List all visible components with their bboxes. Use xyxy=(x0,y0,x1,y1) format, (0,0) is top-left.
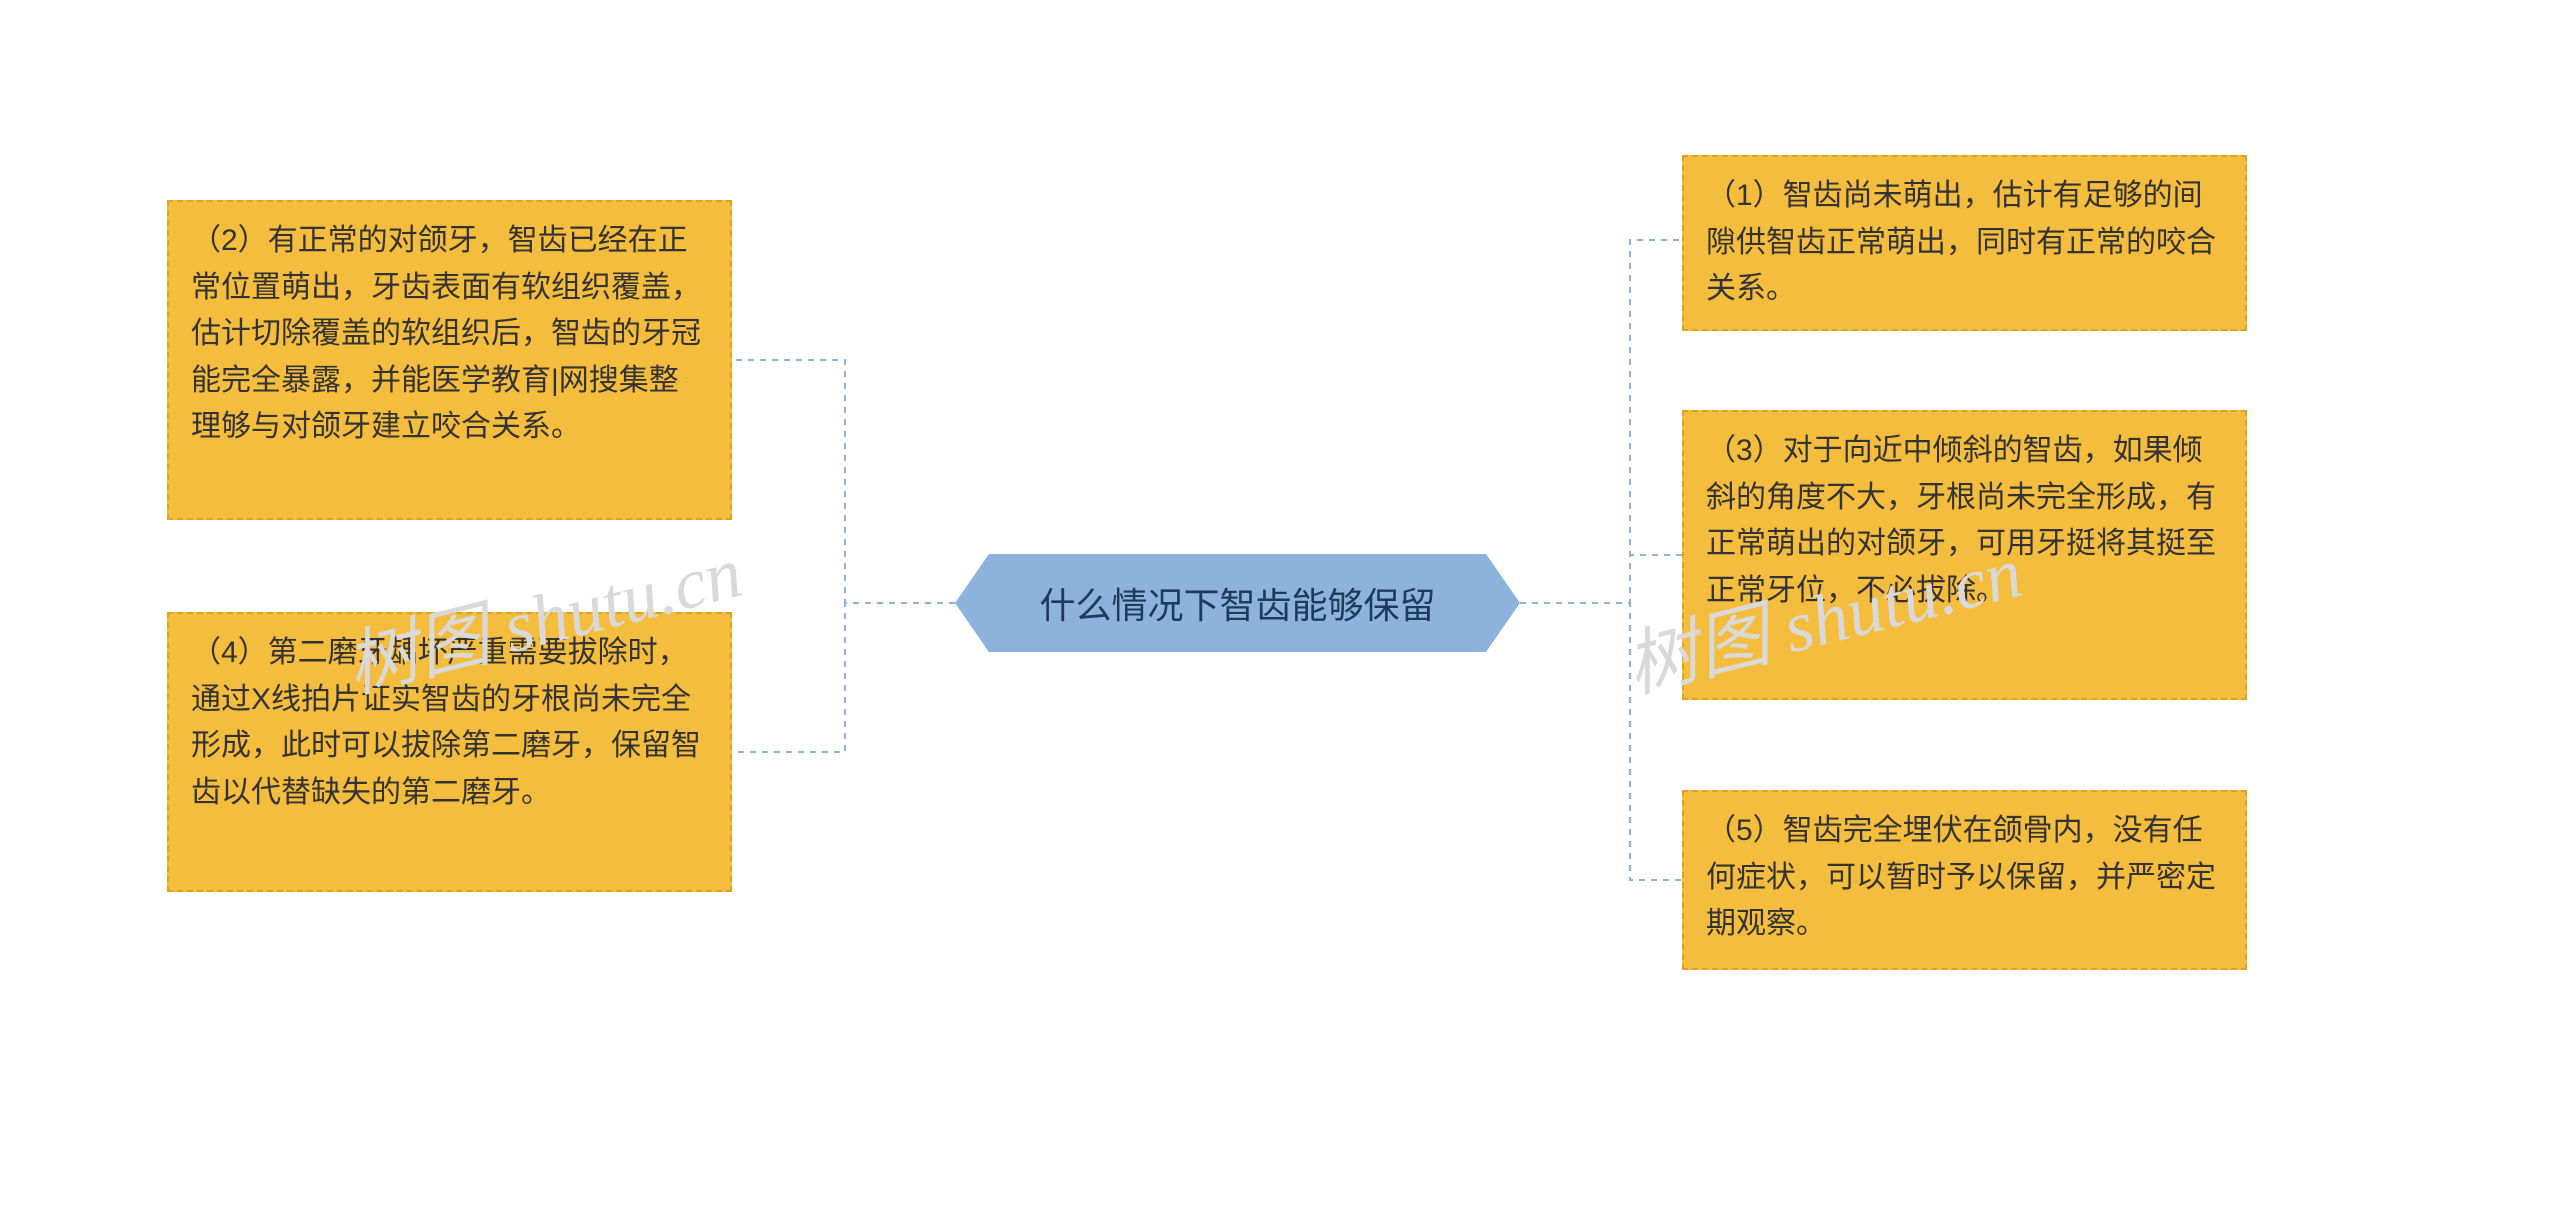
mindmap-canvas: 什么情况下智齿能够保留 （1）智齿尚未萌出，估计有足够的间隙供智齿正常萌出，同时… xyxy=(0,0,2560,1207)
connector-n4 xyxy=(732,603,955,752)
leaf-node-n1: （1）智齿尚未萌出，估计有足够的间隙供智齿正常萌出，同时有正常的咬合关系。 xyxy=(1682,155,2247,331)
center-label: 什么情况下智齿能够保留 xyxy=(1039,577,1435,629)
connector-n3 xyxy=(1520,555,1682,603)
connector-n1 xyxy=(1520,240,1682,603)
connector-n2 xyxy=(732,360,955,603)
center-node: 什么情况下智齿能够保留 xyxy=(955,554,1520,652)
leaf-node-n5: （5）智齿完全埋伏在颌骨内，没有任何症状，可以暂时予以保留，并严密定期观察。 xyxy=(1682,790,2247,970)
leaf-node-n2: （2）有正常的对颌牙，智齿已经在正常位置萌出，牙齿表面有软组织覆盖，估计切除覆盖… xyxy=(167,200,732,520)
leaf-node-n3: （3）对于向近中倾斜的智齿，如果倾斜的角度不大，牙根尚未完全形成，有正常萌出的对… xyxy=(1682,410,2247,700)
leaf-node-n4: （4）第二磨牙龋坏严重需要拔除时，通过X线拍片证实智齿的牙根尚未完全形成，此时可… xyxy=(167,612,732,892)
connector-n5 xyxy=(1520,603,1682,880)
